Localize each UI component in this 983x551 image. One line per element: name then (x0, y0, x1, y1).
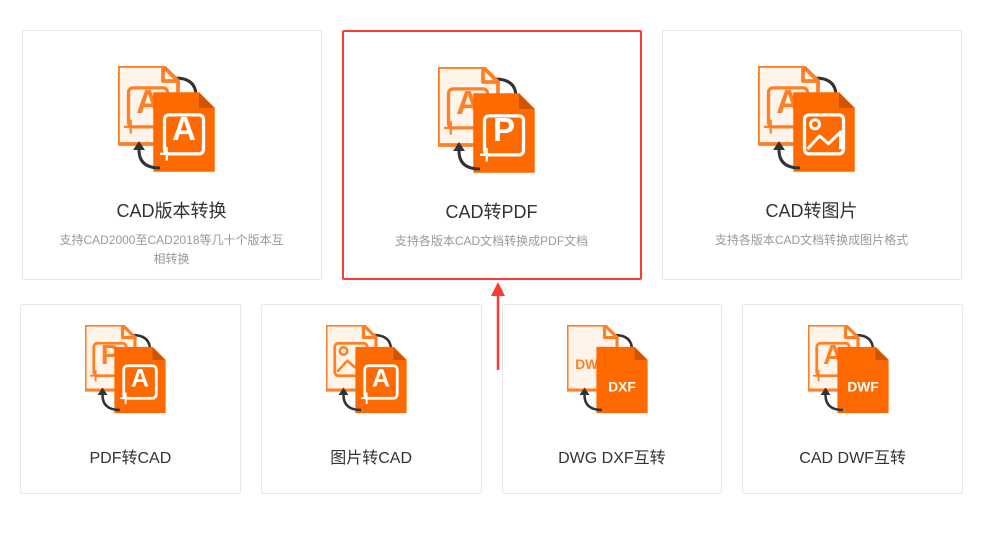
svg-text:A: A (131, 365, 149, 393)
card-title: CAD版本转换 (116, 197, 226, 223)
card-grid: AACAD版本转换支持CAD2000至CAD2018等几十个版本互相转换APCA… (0, 0, 983, 514)
card-cad-to-pdf[interactable]: AP CAD转PDF 支持各版本CAD文档转换成PDF文档 (342, 30, 642, 280)
card-desc: 支持各版本CAD文档转换成PDF文档 (371, 232, 612, 251)
svg-text:DWF: DWF (847, 380, 878, 395)
convert-icon: AA (118, 66, 226, 182)
svg-text:A: A (372, 365, 390, 393)
card-cad-dwf[interactable]: ADWF CAD DWF互转 (742, 304, 963, 494)
card-title: CAD转图片 (765, 197, 857, 223)
card-desc: 支持CAD2000至CAD2018等几十个版本互相转换 (33, 231, 311, 269)
convert-icon: PA (85, 325, 175, 423)
card-pdf-to-cad[interactable]: PA PDF转CAD (20, 304, 241, 494)
row-1: AACAD版本转换支持CAD2000至CAD2018等几十个版本互相转换APCA… (20, 30, 963, 280)
convert-icon: ADWF (808, 325, 898, 423)
svg-text:P: P (492, 111, 514, 148)
card-title: DWG DXF互转 (558, 444, 666, 468)
card-dwg-dxf[interactable]: DWGDXF DWG DXF互转 (502, 304, 723, 494)
card-title: CAD DWF互转 (799, 444, 906, 468)
convert-icon: DWGDXF (567, 325, 657, 423)
row-2: PAPDF转CADA图片转CADDWGDXFDWG DXF互转ADWFCAD D… (20, 304, 963, 494)
card-title: CAD转PDF (445, 198, 537, 224)
card-image-to-cad[interactable]: A 图片转CAD (261, 304, 482, 494)
card-title: PDF转CAD (89, 444, 171, 468)
card-title: 图片转CAD (330, 444, 412, 468)
svg-text:A: A (172, 110, 196, 147)
card-desc: 支持各版本CAD文档转换成图片格式 (691, 231, 932, 250)
convert-icon: A (758, 66, 866, 182)
convert-icon: AP (438, 67, 546, 183)
convert-icon: A (326, 325, 416, 423)
card-cad-to-image[interactable]: A CAD转图片支持各版本CAD文档转换成图片格式 (662, 30, 962, 280)
svg-text:DXF: DXF (608, 380, 636, 395)
card-cad-version[interactable]: AA CAD版本转换支持CAD2000至CAD2018等几十个版本互相转换 (22, 30, 322, 280)
